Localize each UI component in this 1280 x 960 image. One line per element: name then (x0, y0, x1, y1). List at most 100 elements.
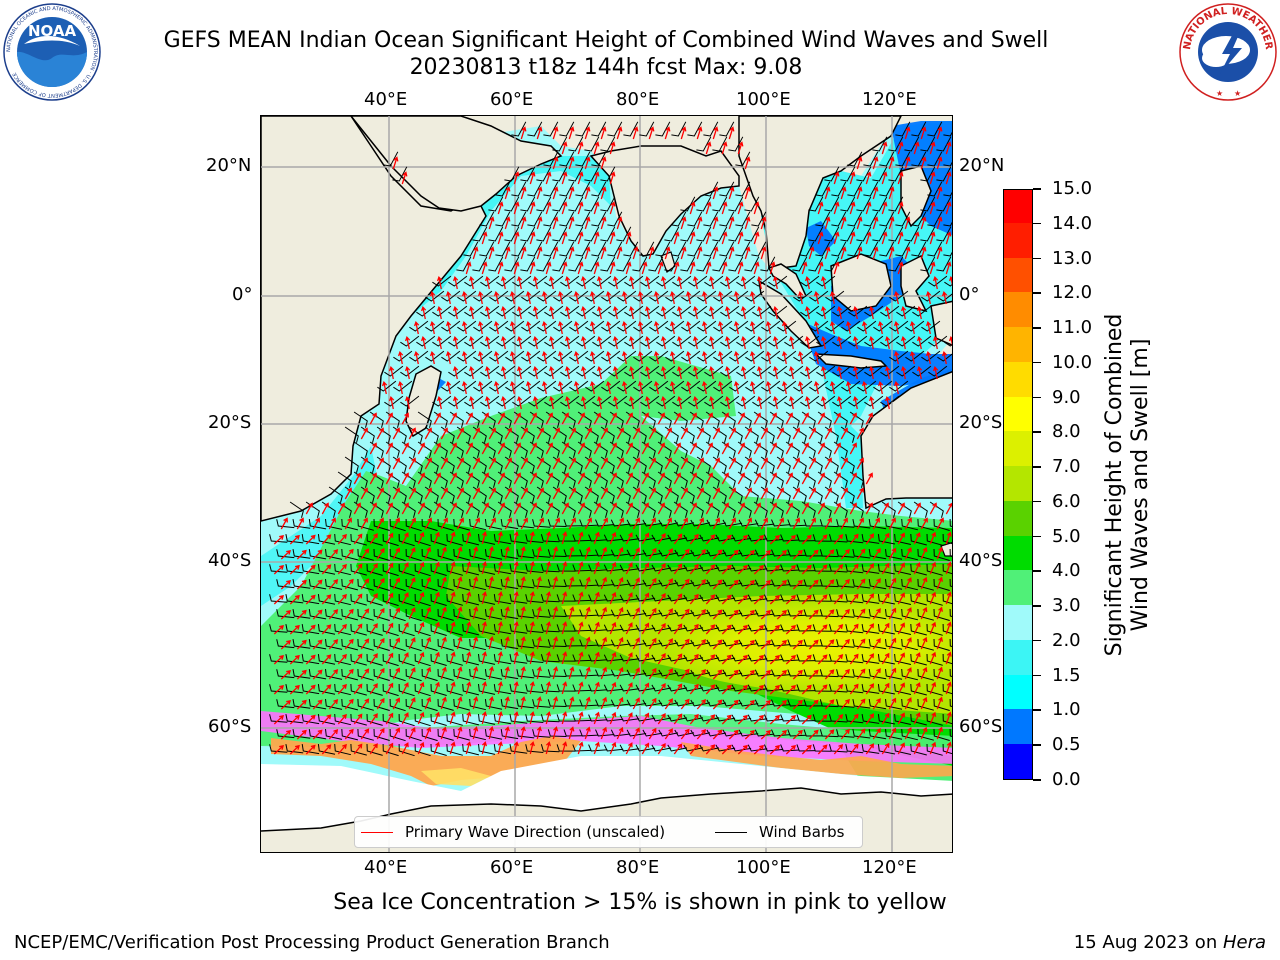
wave-direction-arrow (401, 682, 409, 695)
wave-direction-arrow (801, 502, 809, 515)
wave-direction-arrow (472, 457, 480, 470)
wave-direction-arrow (337, 743, 347, 755)
wave-direction-arrow (481, 231, 488, 245)
wind-barb (441, 350, 461, 362)
wind-barb (559, 241, 575, 257)
wave-direction-arrow (488, 576, 495, 590)
wave-direction-arrow (353, 533, 363, 545)
wave-direction-arrow (785, 534, 797, 545)
wind-barb (357, 728, 374, 741)
colorbar-level-label: 13.0 (1052, 247, 1093, 269)
wave-direction-arrow (840, 216, 847, 230)
wave-direction-arrow (545, 591, 552, 605)
wave-direction-arrow (657, 472, 665, 485)
wave-direction-arrow (865, 472, 873, 485)
wave-direction-arrow (900, 305, 907, 320)
wave-direction-arrow (657, 261, 664, 275)
colorbar-level-label: 1.5 (1052, 664, 1081, 686)
wave-direction-arrow (756, 335, 763, 350)
wave-direction-arrow (721, 231, 728, 245)
wave-direction-arrow (760, 427, 768, 440)
wind-barb (505, 350, 525, 362)
wind-barb (560, 365, 580, 377)
wind-barb (469, 608, 487, 621)
wave-direction-arrow (532, 335, 539, 350)
wave-direction-arrow (477, 380, 484, 395)
wind-barb (276, 669, 295, 679)
wave-direction-arrow (833, 412, 841, 425)
wind-barb (373, 578, 390, 591)
wind-barb (697, 320, 717, 332)
wave-direction-arrow (644, 305, 651, 320)
wind-barb (478, 743, 496, 755)
wave-direction-arrow (564, 335, 571, 350)
wind-barb (430, 743, 447, 756)
wind-barb (563, 729, 583, 737)
wind-barb (911, 151, 927, 167)
wind-barb (341, 518, 359, 531)
wave-direction-arrow (328, 639, 339, 650)
wave-direction-arrow (824, 186, 831, 200)
wind-barb (591, 121, 607, 137)
wave-direction-arrow (717, 380, 724, 395)
wind-barb (796, 534, 816, 542)
wave-direction-arrow (600, 576, 608, 590)
wave-direction-arrow (881, 682, 890, 695)
wind-barb (285, 684, 304, 694)
wave-direction-arrow (417, 502, 425, 515)
wave-direction-arrow (817, 472, 825, 485)
wave-direction-arrow (337, 502, 345, 515)
wave-direction-arrow (920, 546, 928, 560)
wind-barb (658, 699, 679, 707)
wind-barb (824, 166, 840, 182)
wave-direction-arrow (580, 395, 587, 410)
wind-barb (532, 579, 551, 588)
wind-barb (505, 320, 525, 332)
wind-barb (453, 548, 470, 561)
wind-barb (852, 699, 871, 709)
wind-barb (635, 684, 656, 692)
wave-direction-arrow (817, 502, 825, 515)
wind-barb (683, 654, 704, 662)
wind-barb (462, 533, 480, 546)
wind-barb (373, 668, 390, 681)
wave-direction-arrow (744, 729, 755, 740)
wave-direction-arrow (737, 502, 745, 515)
wave-direction-arrow (884, 335, 891, 350)
wave-direction-arrow (497, 502, 505, 515)
credit-date: 15 Aug 2023 on Hera (1074, 932, 1266, 953)
wave-direction-arrow (929, 261, 936, 275)
wind-barb (624, 275, 644, 287)
wave-direction-arrow (721, 472, 729, 485)
wave-direction-arrow (920, 576, 928, 590)
wave-direction-arrow (449, 502, 457, 515)
wave-direction-arrow (589, 380, 596, 395)
wave-direction-arrow (776, 699, 788, 710)
wave-direction-arrow (696, 669, 707, 680)
wave-direction-arrow (669, 350, 676, 365)
wave-direction-arrow (513, 412, 521, 425)
wind-barb (894, 713, 912, 725)
wind-barb (879, 181, 895, 197)
wind-barb (572, 744, 592, 752)
wave-direction-arrow (289, 594, 300, 605)
wave-direction-arrow (849, 201, 856, 215)
wind-barb (933, 578, 950, 591)
wind-barb (812, 624, 832, 632)
wind-barb (936, 256, 952, 272)
wind-barb (509, 744, 528, 754)
wave-direction-arrow (424, 666, 432, 680)
wave-direction-arrow (465, 472, 473, 485)
wind-barb (831, 181, 847, 197)
wave-direction-arrow (564, 275, 571, 290)
wave-direction-arrow (456, 606, 463, 620)
wind-barb (289, 501, 304, 518)
wind-barb (840, 226, 856, 242)
wind-barb (752, 275, 772, 287)
wind-barb (651, 594, 672, 602)
wind-barb (819, 549, 839, 558)
wind-barb (334, 593, 352, 606)
wave-direction-arrow (388, 365, 395, 380)
wave-direction-arrow (680, 578, 690, 590)
wave-direction-arrow (417, 561, 425, 575)
